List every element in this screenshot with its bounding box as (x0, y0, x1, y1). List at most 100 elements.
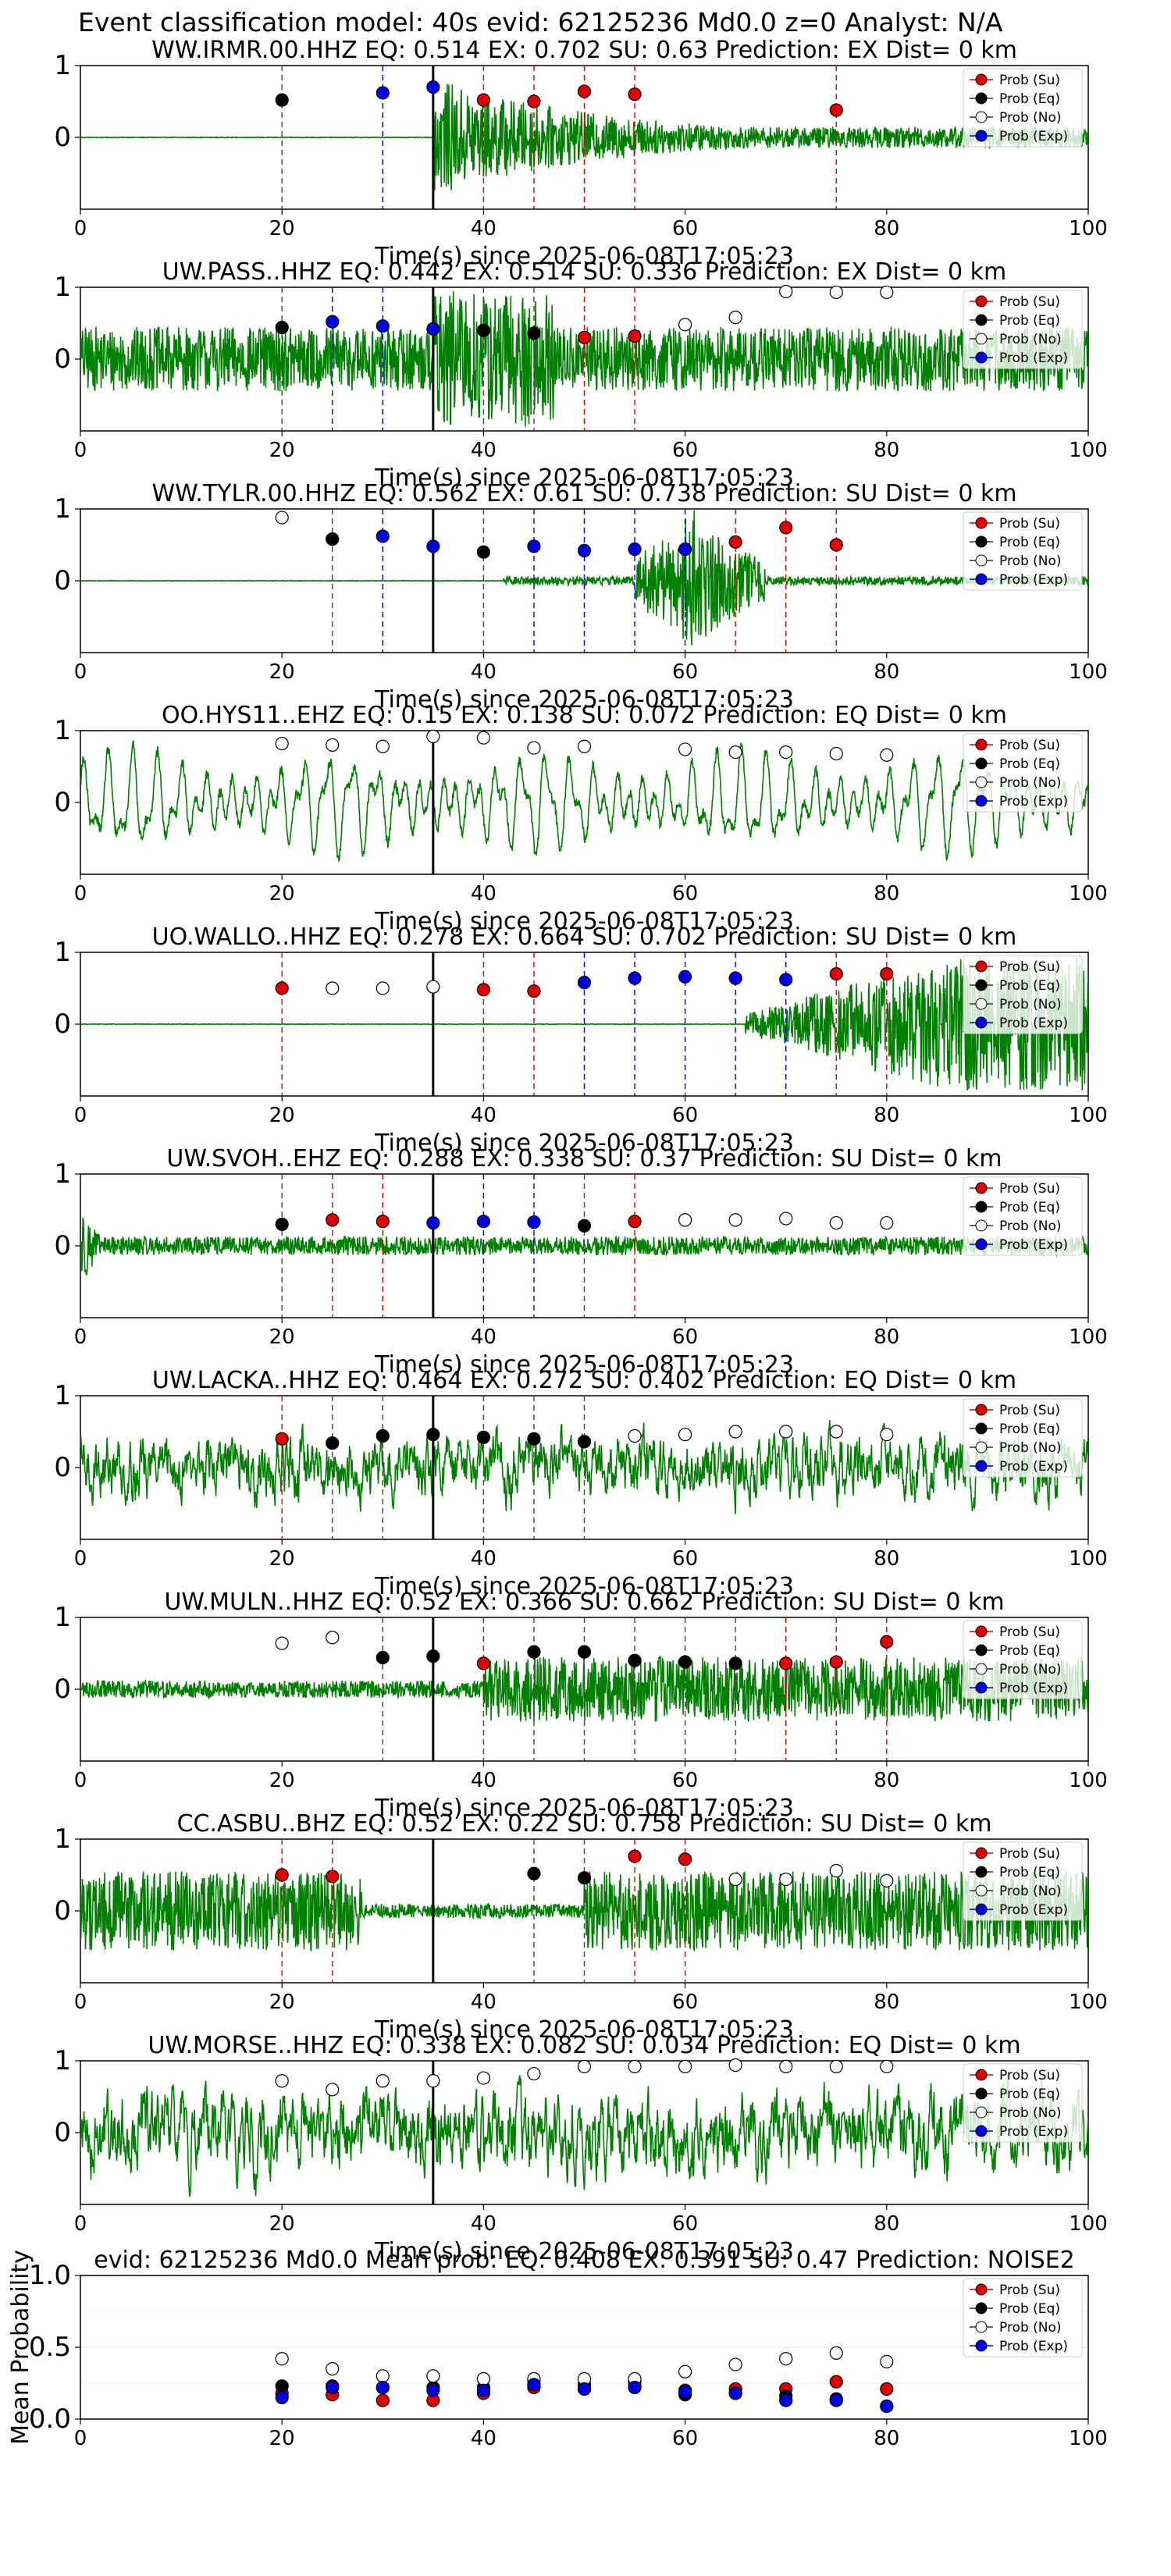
legend-box (963, 733, 1083, 813)
legend-box (963, 511, 1083, 591)
x-tick-label: 60 (672, 882, 698, 906)
legend-marker-no (975, 776, 988, 788)
prob-marker-exp (527, 539, 541, 553)
mean-marker-su (829, 2375, 843, 2389)
legend-marker-no (975, 554, 988, 567)
y-tick-label: 0.0 (29, 2403, 71, 2435)
prob-marker-eq (628, 1653, 642, 1667)
waveform-trace (80, 740, 1088, 863)
y-tick-label: 1.0 (29, 2260, 71, 2291)
prob-marker-no (275, 511, 289, 525)
legend-label-su: Prob (Su) (999, 1624, 1060, 1640)
prob-marker-su (476, 1656, 491, 1670)
prob-marker-eq (275, 1217, 289, 1232)
legend-marker-exp (975, 1681, 988, 1694)
y-tick-label: 0 (54, 1674, 71, 1705)
prob-marker-no (527, 2066, 541, 2081)
waveform-trace (80, 1655, 1088, 1722)
panel-title: UW.LACKA..HHZ EQ: 0.464 EX: 0.272 SU: 0.… (152, 1367, 1016, 1394)
prob-marker-exp (527, 1215, 541, 1229)
x-tick-label: 20 (269, 660, 295, 684)
prob-marker-su (628, 87, 642, 101)
prob-marker-eq (577, 1219, 592, 1233)
legend-marker-eq (975, 1866, 988, 1878)
legend-label-exp: Prob (Exp) (999, 572, 1068, 588)
prob-marker-no (880, 1428, 894, 1442)
legend-marker-exp (975, 1238, 988, 1251)
x-tick-label: 100 (1069, 882, 1108, 906)
x-tick-label: 0 (74, 1547, 87, 1571)
prob-marker-no (829, 285, 843, 300)
x-tick-label: 100 (1069, 660, 1108, 684)
prob-marker-eq (527, 326, 541, 340)
prob-marker-no (527, 741, 541, 755)
legend-label-su: Prob (Su) (999, 738, 1060, 753)
figure-suptitle: Event classification model: 40s evid: 62… (78, 7, 1003, 37)
x-tick-label: 20 (269, 882, 295, 906)
mean-marker-no (829, 2346, 843, 2360)
y-tick-label: 1 (54, 1158, 71, 1190)
legend-marker-eq (975, 2302, 988, 2314)
legend-label-su: Prob (Su) (999, 1846, 1060, 1862)
prob-marker-exp (426, 1215, 440, 1230)
prob-marker-exp (779, 973, 793, 987)
x-tick-label: 80 (874, 882, 899, 906)
x-tick-label: 80 (874, 217, 899, 240)
legend-label-no: Prob (No) (999, 2320, 1062, 2336)
legend-marker-exp (975, 573, 988, 585)
legend-label-no: Prob (No) (999, 1884, 1062, 1899)
legend-label-su: Prob (Su) (999, 516, 1060, 532)
legend-label-eq: Prob (Eq) (999, 1865, 1060, 1880)
legend-marker-eq (975, 979, 988, 991)
prob-marker-exp (628, 971, 642, 985)
axes-frame (80, 2275, 1089, 2420)
prob-marker-no (678, 1213, 692, 1227)
prob-marker-no (376, 739, 390, 753)
prob-marker-no (275, 2074, 289, 2088)
x-tick-label: 60 (672, 1104, 698, 1127)
panel-title: UW.MULN..HHZ EQ: 0.52 EX: 0.366 SU: 0.66… (164, 1589, 1004, 1616)
prob-marker-no (779, 1425, 793, 1439)
x-axis-label: Time(s) since 2025-06-08T17:05:23 (374, 908, 794, 935)
legend-box (963, 1176, 1083, 1256)
x-tick-label: 40 (471, 217, 497, 240)
prob-marker-no (880, 1873, 894, 1888)
x-tick-label: 40 (471, 882, 497, 906)
x-axis-label: Time(s) since 2025-06-08T17:05:23 (374, 464, 794, 492)
prob-marker-no (728, 2058, 742, 2073)
prob-marker-exp (678, 970, 692, 984)
panel-title: UW.MORSE..HHZ EQ: 0.338 EX: 0.082 SU: 0.… (148, 2032, 1020, 2059)
x-tick-label: 20 (269, 1991, 295, 2014)
prob-marker-no (275, 1636, 289, 1650)
prob-marker-eq (326, 532, 340, 546)
legend-label-eq: Prob (Eq) (999, 535, 1060, 550)
mean-marker-exp (275, 2390, 289, 2404)
x-tick-label: 40 (471, 1769, 497, 1792)
x-tick-label: 0 (74, 217, 87, 240)
x-tick-label: 40 (471, 660, 497, 684)
mean-marker-exp (326, 2380, 340, 2395)
mean-marker-exp (426, 2383, 440, 2397)
y-tick-label: 0 (54, 1009, 71, 1040)
y-tick-label: 0 (54, 1452, 71, 1483)
prob-marker-su (678, 1852, 692, 1866)
mean-marker-no (880, 2354, 894, 2368)
x-tick-label: 0 (74, 1104, 87, 1127)
legend-label-eq: Prob (Eq) (999, 313, 1060, 329)
prob-marker-no (678, 318, 692, 332)
mean-marker-no (678, 2364, 692, 2379)
prob-marker-eq (527, 1432, 541, 1446)
prob-marker-eq (476, 545, 491, 559)
prob-marker-no (728, 1872, 742, 1887)
prob-marker-su (275, 1432, 289, 1446)
prob-marker-no (880, 1215, 894, 1230)
prob-marker-no (829, 1863, 843, 1878)
x-axis-label: Time(s) since 2025-06-08T17:05:23 (374, 2238, 794, 2265)
prob-marker-eq (376, 1429, 390, 1443)
y-tick-label: 0 (54, 122, 71, 153)
legend-marker-no (975, 1441, 988, 1453)
x-tick-label: 80 (874, 2212, 899, 2236)
x-axis-label: Time(s) since 2025-06-08T17:05:23 (374, 686, 794, 713)
x-tick-label: 40 (471, 439, 497, 462)
